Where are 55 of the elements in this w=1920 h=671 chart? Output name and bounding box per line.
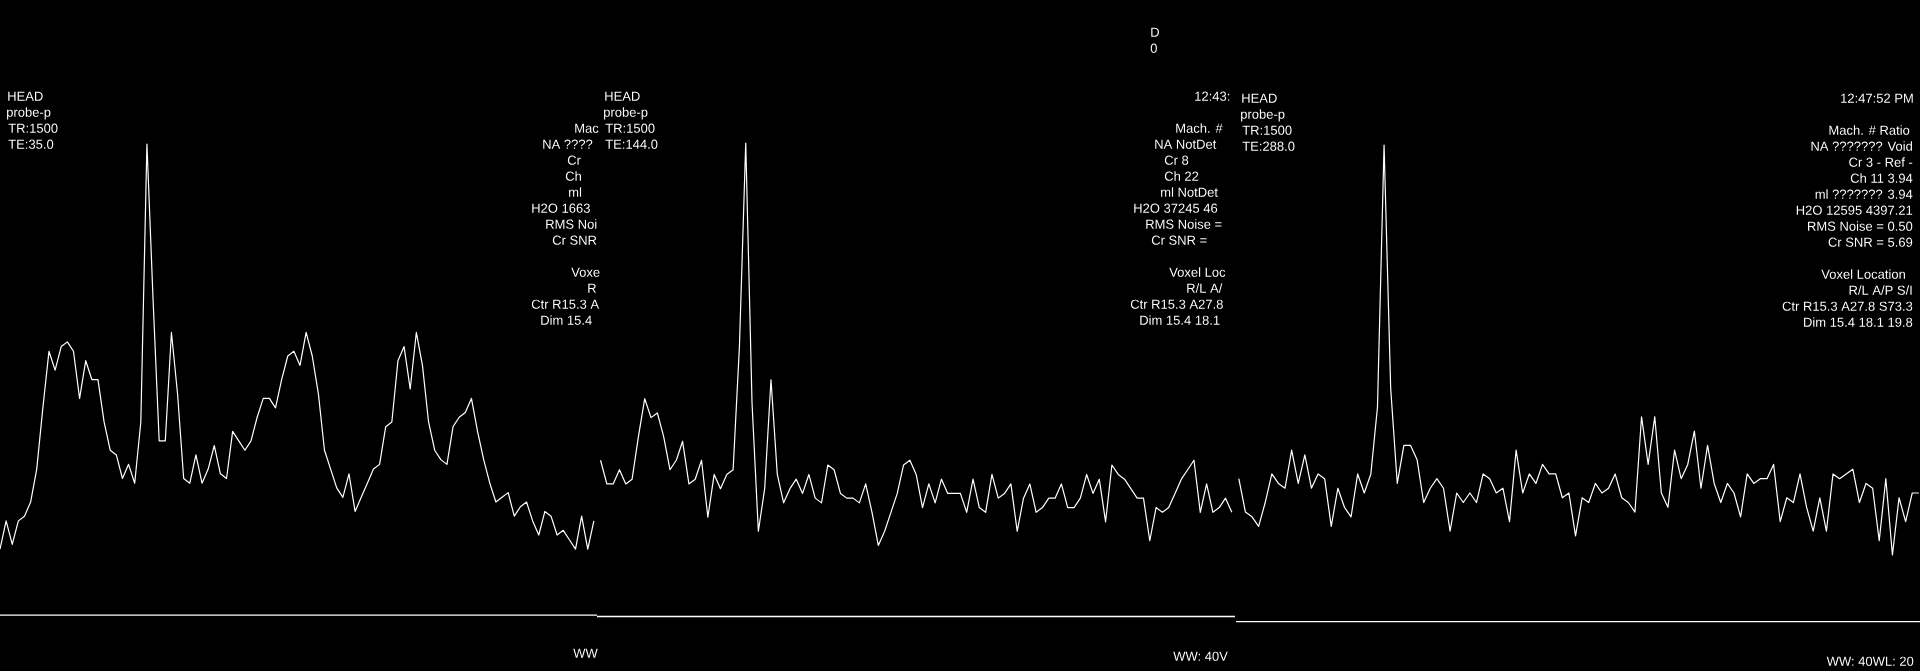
- text: HEAD: [8, 91, 43, 101]
- annotation: Ctr R15.3 A: [531, 299, 600, 309]
- annotation: RMS Noise =: [1146, 219, 1222, 229]
- annotation: NA ????: [543, 139, 593, 149]
- text: probe-p: [7, 107, 51, 120]
- text: TR:1500: [605, 123, 655, 133]
- text: HEAD: [605, 91, 640, 101]
- annotation: Ch: [565, 171, 581, 181]
- annotation: ml NotDet: [1161, 187, 1218, 197]
- annotation: Ctr R15.3 A27.8: [1130, 299, 1223, 309]
- annotation: Cr: [567, 155, 581, 165]
- annotation: ml: [569, 187, 582, 197]
- annotation: H2O 1663: [532, 203, 590, 213]
- text: D: [1151, 27, 1159, 37]
- annotation: R: [588, 283, 596, 293]
- annotation: RMS Noi: [546, 219, 597, 229]
- text: HEAD: [1242, 93, 1277, 103]
- text: probe-p: [604, 107, 648, 120]
- text: TR:1500: [1242, 125, 1292, 135]
- text: probe-p: [1241, 109, 1285, 122]
- annotation: Dim 15.4: [541, 315, 592, 325]
- text: 12:43:: [1195, 91, 1230, 101]
- annotation: Cr SNR = 5.69: [1828, 237, 1913, 247]
- annotation: RMS Noise = 0.50: [1808, 221, 1913, 231]
- text: WW: 40WL: 20: [1826, 656, 1914, 666]
- annotation: Cr 8: [1164, 155, 1189, 165]
- annotation: TE:35.0: [8, 139, 54, 149]
- annotation: Cr SNR =: [1151, 235, 1207, 245]
- annotation: TE:288.0: [1242, 141, 1295, 151]
- text: Mac: [575, 123, 599, 133]
- annotation: H2O 12595 4397.21: [1796, 205, 1913, 215]
- annotation: ml ??????? 3.94: [1815, 189, 1913, 199]
- annotation: Dim 15.4 18.1: [1140, 315, 1220, 325]
- annotation: Ch 22: [1164, 171, 1199, 181]
- text: 0: [1150, 43, 1157, 53]
- annotation: Voxe: [571, 267, 600, 277]
- annotation: R/L A/P S/I: [1849, 285, 1912, 295]
- annotation: Ctr R15.3 A27.8 S73.3: [1782, 301, 1913, 311]
- annotation: TE:144.0: [605, 139, 658, 149]
- annotation: Ch 11 3.94: [1850, 173, 1913, 183]
- annotation: H2O 37245 46: [1134, 203, 1218, 213]
- text: WW: 40V: [1173, 651, 1228, 661]
- text: Mach. #: [1176, 123, 1223, 133]
- text: Mach. # Ratio: [1829, 125, 1910, 135]
- annotation: Voxel Loc: [1169, 267, 1226, 277]
- annotation: NA ??????? Void: [1811, 141, 1912, 151]
- annotation: R/L A/: [1187, 283, 1223, 293]
- annotation: Cr 3 - Ref -: [1849, 157, 1913, 167]
- text: WW: [573, 648, 598, 658]
- annotation: NA NotDet: [1155, 139, 1217, 149]
- annotation: Dim 15.4 18.1 19.8: [1804, 317, 1913, 327]
- text: TR:1500: [8, 123, 58, 133]
- annotation: Voxel Location: [1821, 269, 1905, 279]
- annotation: Cr SNR: [552, 235, 597, 245]
- text: 12:47:52 PM: [1841, 93, 1913, 103]
